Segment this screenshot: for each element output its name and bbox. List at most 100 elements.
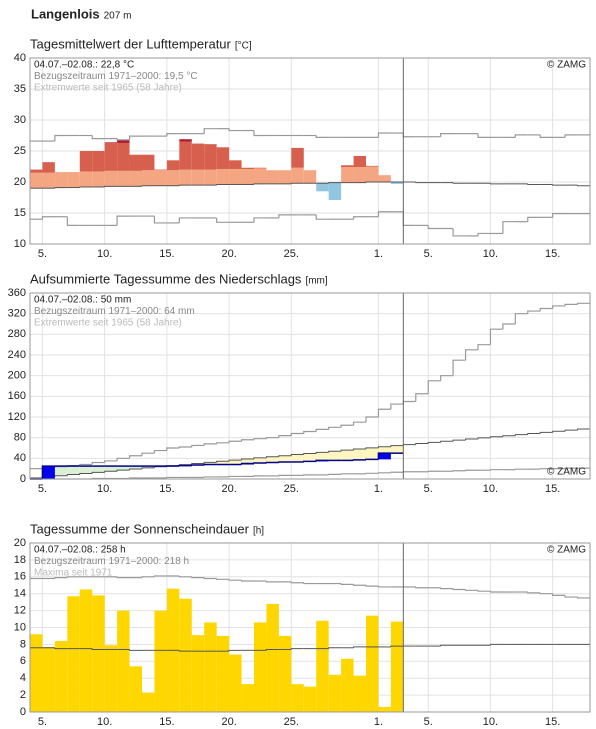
anomaly-bar [204, 169, 217, 186]
normal-line [290, 182, 304, 184]
anomaly-bar [353, 155, 366, 168]
x-tick-label: 10. [97, 248, 112, 260]
bar [241, 684, 254, 712]
anomaly-bar [341, 165, 354, 168]
normal-line [129, 649, 142, 651]
anomaly-area [378, 446, 391, 454]
x-tick-label: 5. [424, 483, 433, 495]
anomaly-bar [79, 171, 93, 187]
extreme-max-line [514, 313, 528, 324]
normal-line [353, 646, 366, 648]
extreme-max-line [489, 328, 503, 345]
extreme-min-line [203, 476, 217, 478]
anomaly-area [241, 459, 254, 464]
normal-line [228, 459, 242, 462]
values-line [265, 461, 279, 464]
normal-line [129, 468, 142, 471]
x-tick-label: 1. [374, 716, 383, 728]
source-label: © ZAMG [547, 467, 586, 478]
extreme-min-line [278, 474, 292, 476]
info-line: 04.07.–02.08.: 22,8 °C [34, 60, 134, 71]
bar [30, 634, 43, 712]
normal-line [502, 435, 516, 437]
panel-unit: [h] [253, 526, 264, 537]
y-tick-label: 320 [8, 308, 26, 320]
panel-title: Tagesmittelwert der Lufttemperatur [30, 36, 232, 51]
extreme-max-line [128, 455, 142, 459]
anomaly-bar [204, 144, 217, 170]
anomaly-bar [341, 167, 354, 183]
values-line [41, 465, 55, 479]
extreme-max-line [228, 440, 242, 443]
y-tick-label: 10 [14, 238, 26, 250]
bar [316, 620, 329, 712]
anomaly-bar [179, 141, 192, 170]
normal-line [340, 449, 354, 452]
extreme-max-line [527, 592, 541, 594]
extreme-min-line [216, 217, 230, 223]
y-tick-label: 10 [14, 621, 26, 633]
normal-line [241, 458, 254, 461]
extreme-max-line [216, 442, 230, 444]
bar [154, 610, 167, 712]
extreme-max-line [191, 576, 205, 579]
panel-title: Aufsummierte Tagessumme des Niederschlag… [30, 271, 302, 286]
anomaly-bar [30, 172, 43, 189]
extreme-max-line [303, 582, 317, 585]
y-tick-label: 30 [14, 114, 26, 126]
x-tick-label: 5. [38, 248, 47, 260]
anomaly-area [142, 466, 155, 468]
extreme-max-line [539, 307, 553, 312]
x-tick-label: 10. [97, 716, 112, 728]
extreme-max-line [141, 452, 155, 456]
extreme-max-line [290, 581, 304, 584]
x-tick-label: 15. [545, 716, 560, 728]
x-tick-label: 5. [424, 248, 433, 260]
values-line [352, 459, 366, 461]
anomaly-area [341, 450, 354, 461]
anomaly-bar [366, 165, 379, 167]
normal-line [203, 461, 217, 464]
x-tick-label: 5. [38, 716, 47, 728]
plot-frame [29, 542, 591, 713]
extreme-min-line [464, 469, 478, 471]
normal-line [54, 475, 68, 477]
anomaly-bar [129, 154, 142, 171]
x-tick-label: 10. [483, 716, 498, 728]
extreme-min-line [377, 211, 391, 217]
normal-line [452, 439, 466, 442]
y-tick-label: 0 [20, 706, 26, 718]
anomaly-area [104, 466, 118, 472]
extreme-max-line [91, 135, 105, 140]
extreme-max-line [253, 438, 267, 440]
y-tick-label: 2 [20, 689, 26, 701]
anomaly-bar [254, 168, 267, 184]
info-line: Maxima seit 1971 [34, 568, 113, 579]
anomaly-bar [241, 168, 254, 185]
anomaly-area [366, 447, 379, 460]
info-line: Extremwerte seit 1965 (58 Jahre) [34, 318, 182, 329]
normal-line [54, 187, 68, 189]
values-line [178, 464, 192, 467]
anomaly-area [328, 451, 342, 461]
anomaly-bar [117, 170, 130, 187]
extreme-max-line [315, 135, 329, 138]
extreme-min-line [365, 472, 379, 474]
anomaly-area [254, 457, 267, 463]
extreme-max-line [228, 579, 242, 581]
daily-increment [42, 466, 55, 479]
extreme-max-line [178, 446, 192, 448]
normal-line [390, 445, 404, 447]
normal-line [290, 454, 304, 456]
panel-title: Tagessumme der Sonnenscheindauer [30, 521, 250, 536]
extreme-max-line [315, 428, 329, 432]
normal-line [353, 448, 366, 451]
extreme-max-line [153, 449, 167, 454]
values-line [253, 462, 267, 464]
extreme-min-line [66, 216, 80, 226]
extreme-max-line [203, 443, 217, 446]
values-line [365, 458, 379, 461]
extreme-max-line [104, 460, 118, 463]
anomaly-bar [104, 142, 118, 171]
